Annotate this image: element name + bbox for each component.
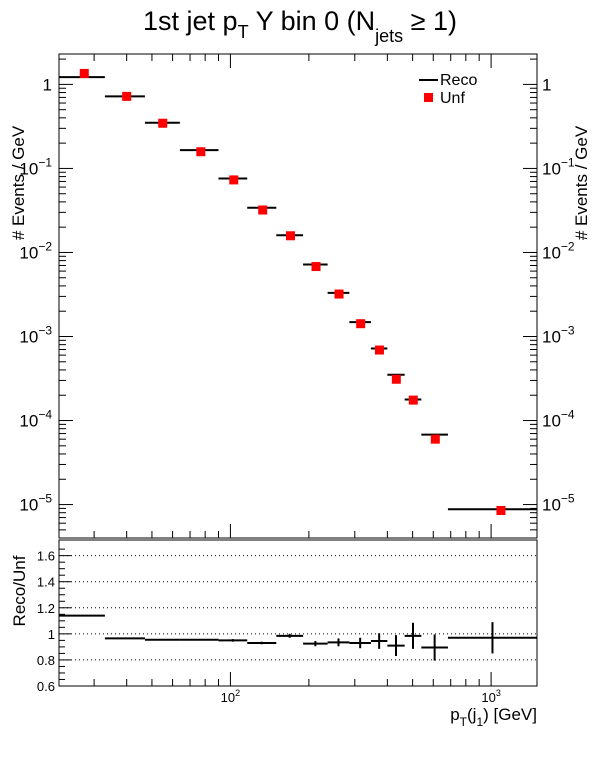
unf-point: [408, 395, 418, 405]
ratio-grid-layer: [59, 548, 537, 687]
ratio-y-tick-label: 1.6: [37, 549, 55, 564]
y-tick-label-left: 10−5: [19, 492, 52, 515]
unf-point: [334, 289, 344, 299]
y-tick-label-left: 1: [43, 75, 52, 94]
unf-point: [356, 319, 366, 329]
unf-point: [311, 262, 321, 272]
x-tick-label: 103: [481, 688, 500, 705]
ratio-y-tick-label: 0.6: [37, 679, 55, 694]
ratio-data-layer: [59, 614, 537, 661]
unf-point: [158, 118, 168, 128]
unf-point: [229, 175, 239, 185]
legend-reco-label: Reco: [440, 72, 477, 89]
unf-point: [79, 68, 89, 78]
main-data-layer: [59, 68, 537, 515]
y-tick-label-right: 10−4: [542, 408, 575, 431]
unf-point: [285, 231, 295, 241]
ratio-panel-frame: [58, 539, 538, 687]
y-tick-label-left: 10−2: [19, 239, 52, 262]
tick-labels-layer: 1 110−1 10−110−2 10−210−3 10−310−4 10−410−5 10…: [19, 75, 575, 705]
chart-title: 1st jet pT Y bin 0 (Njets ≥ 1): [143, 6, 457, 46]
title-sub-jets: jets: [374, 26, 403, 46]
x-tick-label: 102: [221, 688, 240, 705]
legend-unf-label: Unf: [440, 90, 465, 107]
ratio-y-axis-label: Reco/Unf: [10, 555, 29, 626]
y-tick-label-right: 10−3: [542, 323, 575, 346]
y-tick-label-right: 10−2: [542, 239, 575, 262]
title-sub-t: T: [238, 22, 249, 42]
ratio-y-tick-label: 1: [48, 627, 55, 642]
unf-point: [122, 91, 132, 101]
y-tick-label-right: 10−5: [542, 492, 575, 515]
title-main: 1st jet p: [143, 6, 238, 36]
legend-unf-swatch: [424, 93, 433, 102]
main-panel-frame: [58, 53, 538, 539]
title-end: ≥ 1): [403, 6, 457, 36]
unf-point: [430, 434, 440, 444]
y-tick-label-left: 10−3: [19, 323, 52, 346]
main-ticks-layer: [59, 54, 537, 539]
y-tick-label-right: 1: [542, 75, 551, 94]
unf-point: [496, 505, 506, 515]
y-tick-label-left: 10−1: [19, 155, 52, 178]
unf-point: [374, 345, 384, 355]
unf-point: [196, 147, 206, 157]
legend: Reco Unf: [419, 72, 477, 107]
unf-point: [391, 374, 401, 384]
title-mid: Y bin 0 (N: [249, 6, 376, 36]
ratio-y-tick-label: 0.8: [37, 653, 55, 668]
main-y-axis-label-left: # Events / GeV: [9, 125, 28, 240]
unf-point: [258, 205, 268, 215]
main-y-axis-label-right: # Events / GeV: [572, 125, 591, 240]
ratio-y-tick-label: 1.4: [37, 575, 55, 590]
y-tick-label-right: 10−1: [542, 155, 575, 178]
ratio-x-axis-label: pT(j1) [GeV]: [450, 705, 537, 729]
ratio-y-tick-label: 1.2: [37, 601, 55, 616]
y-tick-label-left: 10−4: [19, 408, 52, 431]
